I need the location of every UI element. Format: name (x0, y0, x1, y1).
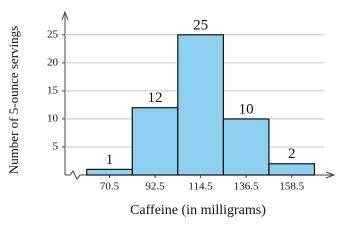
y-tick-label: 25 (47, 28, 59, 40)
y-tick-label: 5 (53, 140, 59, 152)
x-tick-label: 92.5 (145, 181, 165, 193)
chart: Caffeine (in milligrams) Number of 5-oun… (6, 10, 336, 218)
data-label: 1 (106, 152, 114, 168)
data-label: 12 (148, 90, 163, 106)
bar (177, 34, 224, 176)
x-axis-arrow (325, 171, 336, 179)
y-tick-label: 15 (47, 84, 59, 96)
data-label: 2 (288, 146, 296, 162)
x-tick-label: 70.5 (100, 181, 120, 193)
y-tick-label: 20 (47, 56, 59, 68)
x-tick-label: 114.5 (188, 181, 213, 193)
data-label: 10 (239, 101, 254, 117)
x-tick-label: 158.5 (279, 181, 304, 193)
data-label: 25 (193, 17, 208, 33)
x-axis-label: Caffeine (in milligrams) (130, 203, 266, 218)
axis-break (65, 170, 81, 180)
bar (268, 163, 316, 176)
bar (131, 107, 179, 176)
y-axis-arrow (61, 10, 69, 21)
bar (222, 118, 270, 176)
page: Caffeine (in milligrams) Number of 5-oun… (5, 10, 336, 219)
x-tick-label: 136.5 (234, 181, 259, 193)
y-tick-label: 10 (47, 112, 59, 124)
y-axis-label: Number of 5-ounce servings (6, 26, 21, 174)
bar (86, 168, 133, 176)
